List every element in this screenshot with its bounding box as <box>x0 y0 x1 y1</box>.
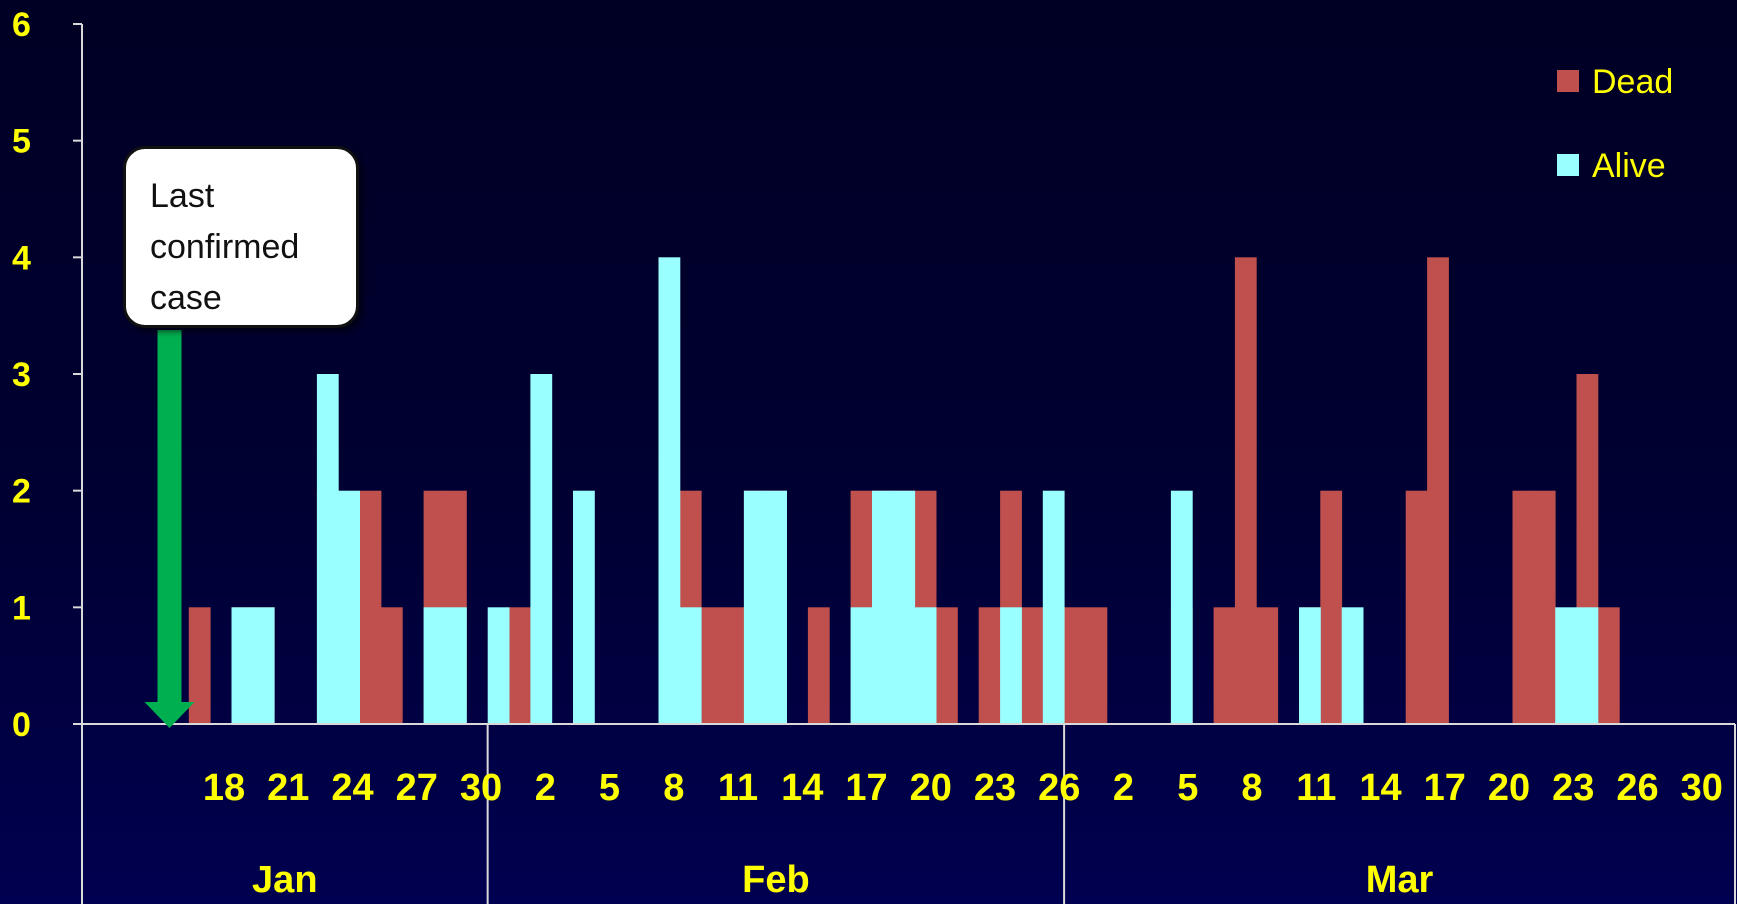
legend-label-alive: Alive <box>1592 147 1666 185</box>
x-tick-label: 30 <box>1681 767 1723 809</box>
y-tick-label: 0 <box>12 706 31 744</box>
dead-bar <box>1320 490 1343 724</box>
callout-line-2: confirmed <box>150 228 300 266</box>
x-tick-label: 18 <box>203 767 245 809</box>
x-tick-label: 21 <box>267 767 309 809</box>
x-tick-label: 20 <box>910 767 952 809</box>
x-tick-label: 24 <box>331 767 373 809</box>
y-tick-label: 1 <box>12 589 31 627</box>
legend-label-dead: Dead <box>1592 63 1673 101</box>
legend: Dead Alive <box>1557 63 1673 185</box>
alive-bar <box>1000 607 1022 724</box>
alive-bar <box>231 607 254 724</box>
alive-bar <box>252 607 275 724</box>
x-tick-label: 27 <box>396 767 438 809</box>
y-tick-label: 2 <box>12 473 31 511</box>
arrow-shaft <box>157 330 182 708</box>
legend-swatch-alive <box>1557 154 1579 176</box>
x-tick-label: 26 <box>1616 767 1658 809</box>
dead-bar <box>359 490 382 724</box>
alive-bar <box>743 490 766 724</box>
dead-bar <box>1533 490 1556 724</box>
alive-bar <box>1170 490 1193 724</box>
alive-bar <box>1555 607 1577 724</box>
month-label: Mar <box>1366 859 1434 901</box>
alive-bar <box>872 490 894 724</box>
x-tick-label: 14 <box>781 767 823 809</box>
alive-bar <box>573 490 595 724</box>
alive-bar <box>487 607 510 724</box>
alive-bar <box>1042 490 1065 724</box>
alive-bar <box>316 374 339 724</box>
legend-swatch-dead <box>1557 70 1579 92</box>
x-tick-labels: 18 21 24 27 30 2 5 8 11 14 17 20 23 26 2 5 8 11 14 17 20 23 26… <box>203 767 1723 809</box>
dead-bar <box>380 607 403 724</box>
x-tick-label: 14 <box>1359 767 1401 809</box>
dead-bar <box>722 607 745 724</box>
dead-bar <box>1213 607 1236 724</box>
x-tick-label: 11 <box>718 767 758 809</box>
dead-bar <box>978 607 1001 724</box>
dead-bar <box>807 607 830 724</box>
x-tick-label: 17 <box>845 767 887 809</box>
alive-bar <box>679 607 702 724</box>
alive-bar <box>658 257 681 724</box>
alive-bar <box>1576 607 1599 724</box>
x-tick-label: 20 <box>1488 767 1530 809</box>
x-tick-label: 23 <box>974 767 1016 809</box>
x-tick-label: 23 <box>1552 767 1594 809</box>
alive-bar <box>445 607 467 724</box>
alive-bar <box>338 490 360 724</box>
month-label: Jan <box>252 859 317 901</box>
last-case-arrow <box>144 330 195 728</box>
x-tick-label: 30 <box>460 767 502 809</box>
x-tick-label: 5 <box>599 767 620 809</box>
month-labels: Jan Feb Mar <box>252 859 1433 901</box>
alive-bar <box>850 607 873 724</box>
alive-bar <box>914 607 937 724</box>
dead-bar <box>188 607 211 724</box>
callout-line-3: case <box>150 279 222 317</box>
x-tick-label: 11 <box>1296 767 1336 809</box>
dead-bar <box>1427 257 1449 724</box>
dead-bar <box>1597 607 1620 724</box>
alive-bar <box>423 607 446 724</box>
dead-bar <box>1256 607 1279 724</box>
y-tick-label: 3 <box>12 356 31 394</box>
x-tick-label: 5 <box>1177 767 1198 809</box>
dead-bar <box>1021 607 1044 724</box>
last-confirmed-case-callout: Last confirmed case <box>123 146 359 328</box>
y-tick-label: 5 <box>12 123 31 161</box>
bars-layer <box>188 257 1620 724</box>
x-tick-label: 8 <box>1241 767 1262 809</box>
dead-bar <box>1405 490 1428 724</box>
alive-bar <box>1299 607 1321 724</box>
dead-bar <box>1512 490 1535 724</box>
alive-bar <box>893 490 916 724</box>
x-tick-label: 2 <box>1113 767 1134 809</box>
y-tick-label: 6 <box>12 6 31 44</box>
dead-bar <box>1064 607 1086 724</box>
y-tick-label: 4 <box>12 239 31 277</box>
x-tick-label: 8 <box>663 767 684 809</box>
dead-bar <box>701 607 723 724</box>
x-tick-label: 26 <box>1038 767 1080 809</box>
arrow-head <box>144 702 195 728</box>
callout-line-1: Last <box>150 177 215 215</box>
axes-layer <box>73 23 1736 904</box>
dead-bar <box>509 607 531 724</box>
month-label: Feb <box>742 859 810 901</box>
dead-bar <box>1085 607 1108 724</box>
dead-bar <box>1234 257 1257 724</box>
alive-bar <box>765 490 787 724</box>
alive-bar <box>530 374 553 724</box>
x-tick-label: 17 <box>1424 767 1466 809</box>
dead-bar <box>936 607 958 724</box>
x-tick-label: 2 <box>535 767 556 809</box>
alive-bar <box>1341 607 1364 724</box>
y-tick-labels: 0 1 2 3 4 5 6 <box>12 6 31 744</box>
